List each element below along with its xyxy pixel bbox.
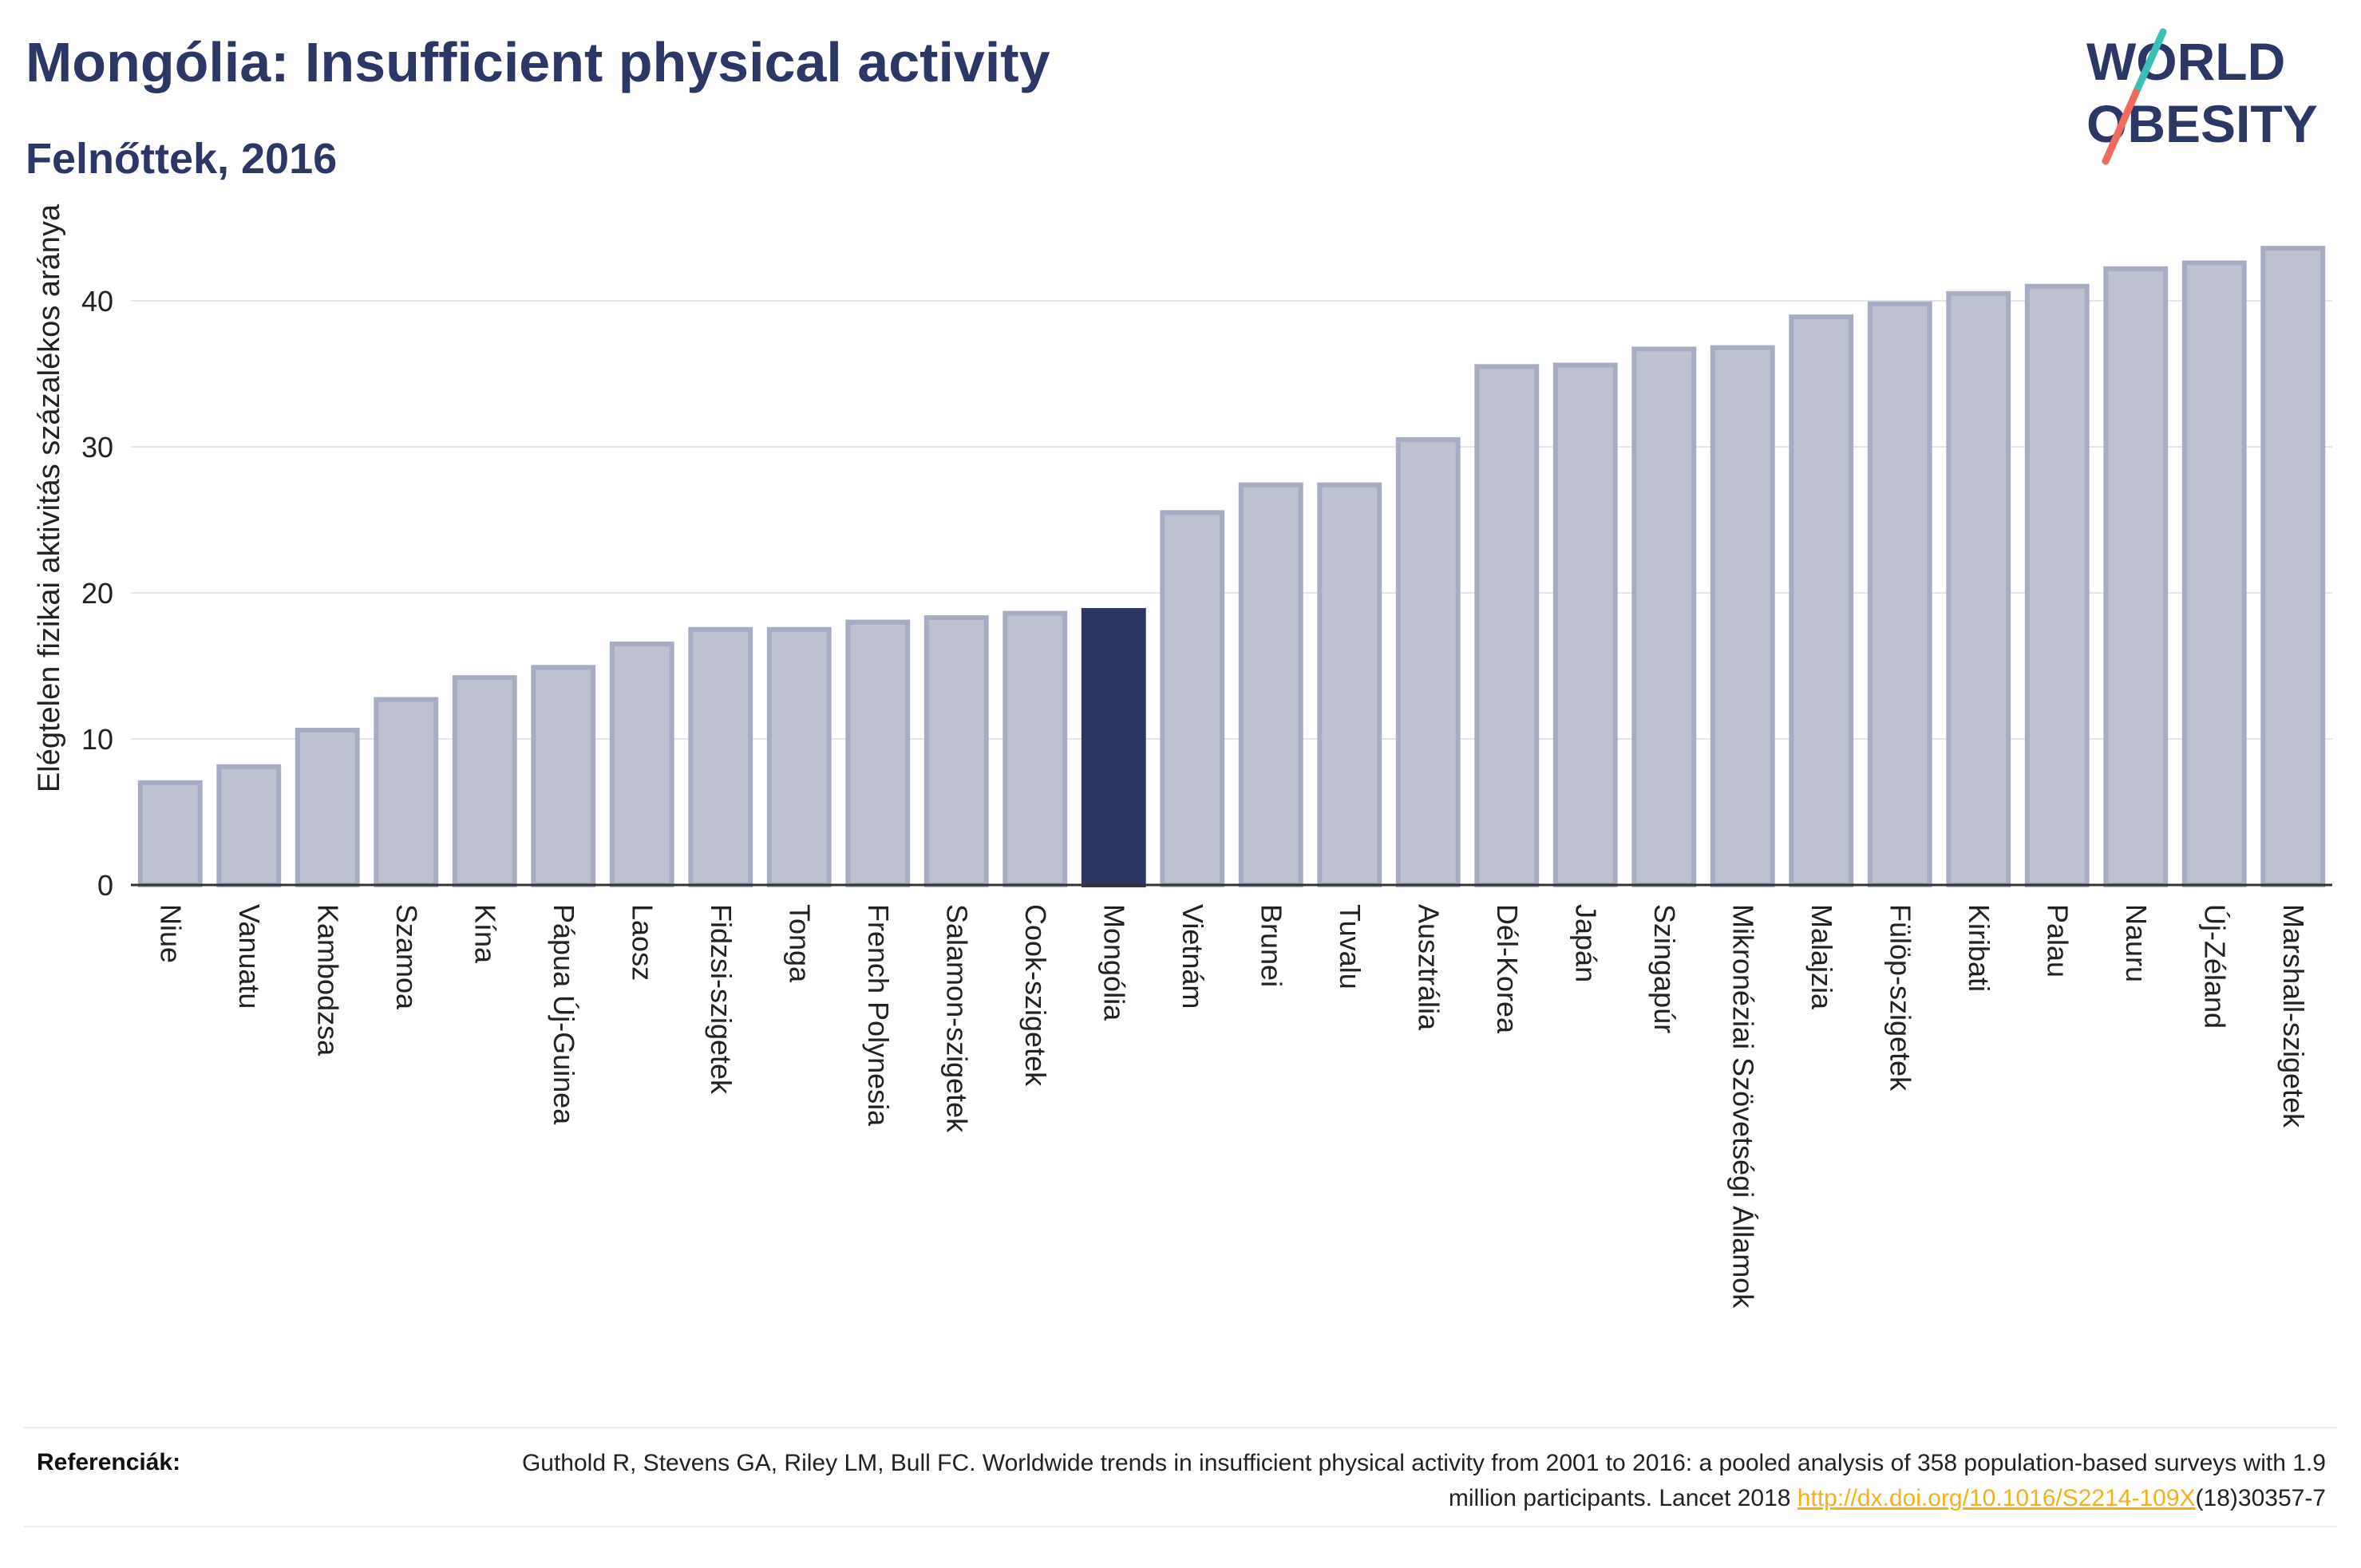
x-tick-label: Nauru <box>2120 904 2153 982</box>
bar-Mongólia <box>1081 607 1146 888</box>
x-tick-label: Palau <box>2041 904 2074 978</box>
bar-Tuvalu <box>1317 482 1382 888</box>
bar-Marshall-szigetek <box>2260 246 2326 887</box>
logo-slash-teal <box>2132 28 2167 97</box>
x-tick-label: Pápua Új-Guinea <box>548 904 580 1125</box>
x-tick-label: Mongólia <box>1097 904 1130 1021</box>
x-tick-label: Cook-szigetek <box>1019 904 1052 1087</box>
bar-Fidzsi-szigetek <box>688 626 753 887</box>
bar-Szamoa <box>374 697 439 888</box>
bar-Tonga <box>766 626 832 887</box>
x-tick-label: Ausztrália <box>1412 904 1445 1031</box>
x-tick-label: Kiribati <box>1963 904 1995 992</box>
y-tick-label: 30 <box>81 431 113 464</box>
x-tick-label: Fidzsi-szigetek <box>705 904 738 1095</box>
references-text: Guthold R, Stevens GA, Riley LM, Bull FC… <box>490 1446 2326 1516</box>
references-divider-bottom <box>24 1526 2337 1527</box>
bar-Salamon-szigetek <box>923 615 989 887</box>
bar-Vanuatu <box>216 764 282 888</box>
bar-Niue <box>137 780 203 888</box>
x-tick-label: Kambodzsa <box>311 904 344 1057</box>
x-tick-label: Brunei <box>1255 904 1287 987</box>
bar-Brunei <box>1238 482 1303 888</box>
y-tick-label: 20 <box>81 577 113 610</box>
world-obesity-logo: WORLD OBESITY <box>2086 28 2318 165</box>
x-tick-label: Tuvalu <box>1334 904 1366 989</box>
logo-slash-red <box>2102 89 2140 165</box>
bar-chart: 0 10 20 30 40 Niue Vanuatu Kambodzsa Szamoa Kína… <box>33 203 2332 1309</box>
bar-Fülöp-szigetek <box>1867 301 1932 888</box>
y-tick-label: 0 <box>97 869 113 902</box>
chart-title: Mongólia: Insufficient physical activity <box>26 31 1050 93</box>
y-axis-label: Elégtelen fizikai aktivitás százalékos a… <box>33 203 66 792</box>
references-doi-link[interactable]: http://dx.doi.org/10.1016/S2214-109X <box>1797 1485 2196 1511</box>
x-tick-label: Laosz <box>626 904 658 981</box>
x-tick-label: Mikronéziai Szövetségi Államok <box>1726 904 1759 1309</box>
bar-Kambodzsa <box>295 728 360 888</box>
bar-Palau <box>2024 283 2090 887</box>
x-tick-label: French Polynesia <box>862 904 895 1127</box>
y-axis-ticks: 0 10 20 30 40 <box>81 285 113 902</box>
bars <box>137 246 2326 888</box>
bar-Ausztrália <box>1395 436 1461 887</box>
bar-Kína <box>452 675 517 887</box>
x-tick-label: Vanuatu <box>233 904 266 1009</box>
x-tick-label: Tonga <box>783 904 816 983</box>
bar-Dél-Korea <box>1474 364 1540 888</box>
bar-Új-Zéland <box>2181 260 2247 888</box>
logo-line-1: WORLD <box>2086 32 2285 91</box>
bar-Nauru <box>2103 266 2169 887</box>
x-tick-label: Dél-Korea <box>1491 904 1524 1034</box>
bar-Laosz <box>609 642 674 887</box>
bar-French Polynesia <box>845 619 911 887</box>
x-tick-label: Salamon-szigetek <box>940 904 973 1133</box>
x-tick-label: Japán <box>1569 904 1602 982</box>
x-tick-label: Fülöp-szigetek <box>1884 904 1916 1092</box>
chart-subtitle: Felnőttek, 2016 <box>26 135 338 183</box>
x-tick-label: Malajzia <box>1805 904 1838 1010</box>
references-citation: Guthold R, Stevens GA, Riley LM, Bull FC… <box>521 1450 2326 1511</box>
x-tick-label: Szamoa <box>390 904 423 1010</box>
bar-Pápua Új-Guinea <box>531 665 596 888</box>
y-tick-label: 10 <box>81 723 113 756</box>
bar-Mikronéziai Szövetségi Államok <box>1710 345 1775 887</box>
references-citation-suffix: (18)30357-7 <box>2195 1485 2326 1511</box>
bar-Malajzia <box>1789 314 1854 887</box>
references-divider-top <box>24 1427 2337 1428</box>
bar-Cook-szigetek <box>1003 610 1068 887</box>
y-tick-label: 40 <box>81 285 113 318</box>
bar-Kiribati <box>1946 290 2011 888</box>
x-tick-label: Kína <box>469 904 501 964</box>
references-label: Referenciák: <box>37 1449 181 1475</box>
x-axis-labels: Niue Vanuatu Kambodzsa Szamoa Kína Pápua Új-G… <box>154 904 2310 1309</box>
x-tick-label: Niue <box>154 904 187 963</box>
x-tick-label: Szingapúr <box>1648 904 1681 1033</box>
bar-Szingapúr <box>1631 346 1697 887</box>
bar-Japán <box>1552 362 1618 887</box>
bar-Vietnám <box>1160 510 1225 887</box>
x-tick-label: Vietnám <box>1177 904 1209 1009</box>
x-tick-label: Marshall-szigetek <box>2277 904 2310 1128</box>
x-tick-label: Új-Zéland <box>2198 904 2231 1029</box>
